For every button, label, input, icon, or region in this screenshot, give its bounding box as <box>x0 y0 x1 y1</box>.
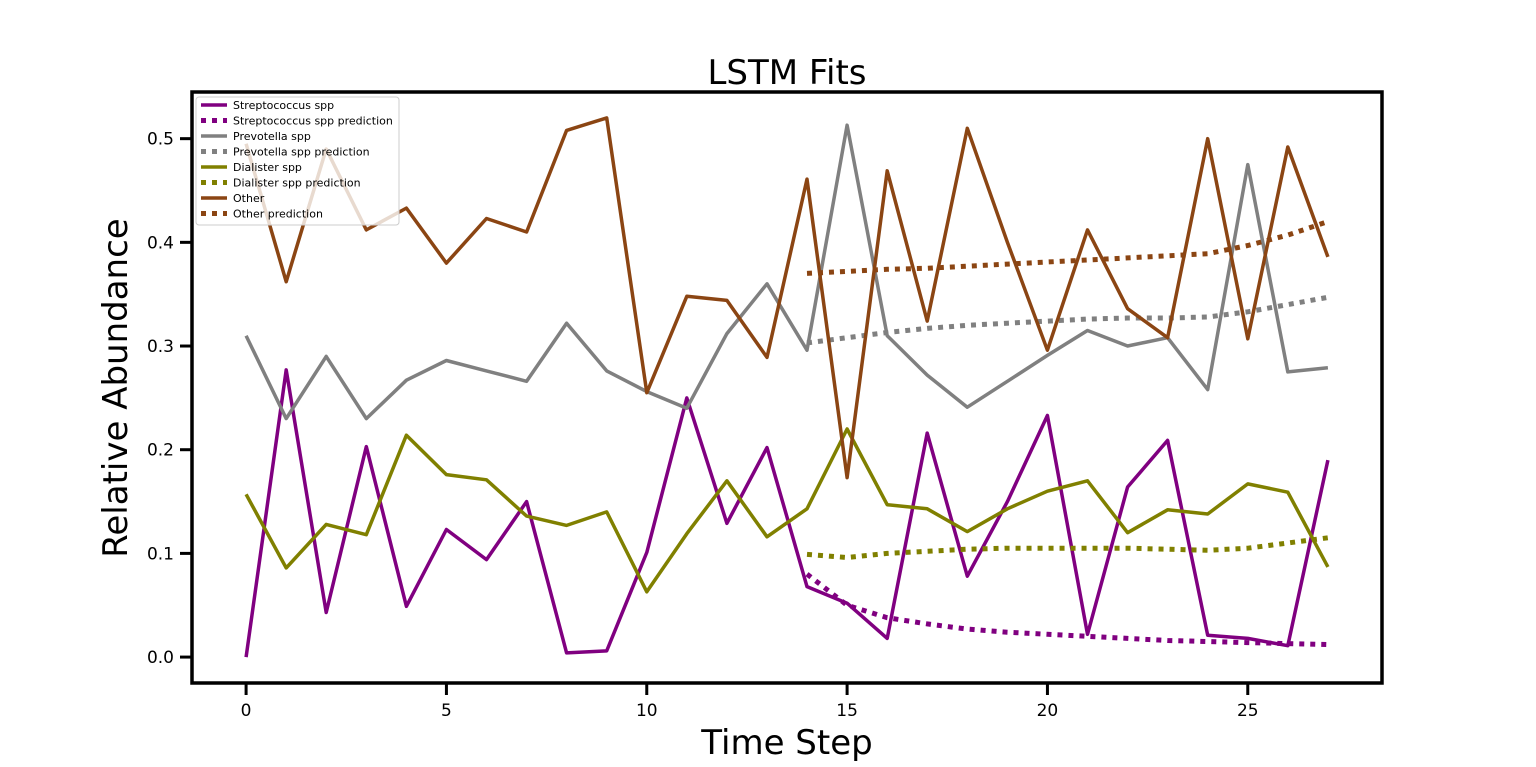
series-line-other-prediction <box>806 219 1329 276</box>
y-tick-label: 0.1 <box>147 544 174 564</box>
y-tick-label: 0.5 <box>147 130 174 150</box>
x-tick-label: 10 <box>636 701 658 721</box>
x-tick-label: 25 <box>1237 701 1259 721</box>
legend-label-other-prediction: Other prediction <box>233 208 323 221</box>
x-axis: 0 5 10 15 20 25 <box>241 683 1259 721</box>
legend-label-streptococcus-spp: Streptococcus spp <box>233 99 334 112</box>
legend-label-streptococcus-spp-prediction: Streptococcus spp prediction <box>233 115 393 128</box>
x-tick-label: 15 <box>836 701 858 721</box>
y-tick-label: 0.2 <box>147 441 174 461</box>
legend-label-other: Other <box>233 192 265 205</box>
legend-label-dialister-spp-prediction: Dialister spp prediction <box>233 177 361 190</box>
y-axis: 0.0 0.1 0.2 0.3 0.4 0.5 <box>147 130 192 668</box>
legend-frame <box>195 96 400 226</box>
y-tick-label: 0.0 <box>147 648 174 668</box>
legend-label-prevotella-spp: Prevotella spp <box>233 130 311 143</box>
plot-frame <box>190 90 1384 685</box>
series-line-dialister-spp-prediction <box>806 535 1329 560</box>
legend: Streptococcus spp Streptococcus spp predi… <box>195 96 400 226</box>
y-axis-label: Relative Abundance <box>96 218 136 557</box>
x-tick-label: 20 <box>1037 701 1059 721</box>
chart-title: LSTM Fits <box>707 53 866 93</box>
legend-label-prevotella-spp-prediction: Prevotella spp prediction <box>233 146 370 159</box>
y-tick-label: 0.4 <box>147 233 174 253</box>
series-line-prevotella-spp <box>244 123 1329 421</box>
series-line-dialister-spp <box>244 427 1330 594</box>
series-line-streptococcus-spp <box>244 368 1330 658</box>
plot-lines <box>244 116 1330 658</box>
x-tick-label: 0 <box>241 701 252 721</box>
x-tick-label: 5 <box>441 701 452 721</box>
series-line-streptococcus-spp-prediction <box>805 572 1328 648</box>
legend-label-dialister-spp: Dialister spp <box>233 161 302 174</box>
y-tick-label: 0.3 <box>147 337 174 357</box>
series-line-other <box>244 116 1330 480</box>
x-axis-label: Time Step <box>700 723 872 763</box>
